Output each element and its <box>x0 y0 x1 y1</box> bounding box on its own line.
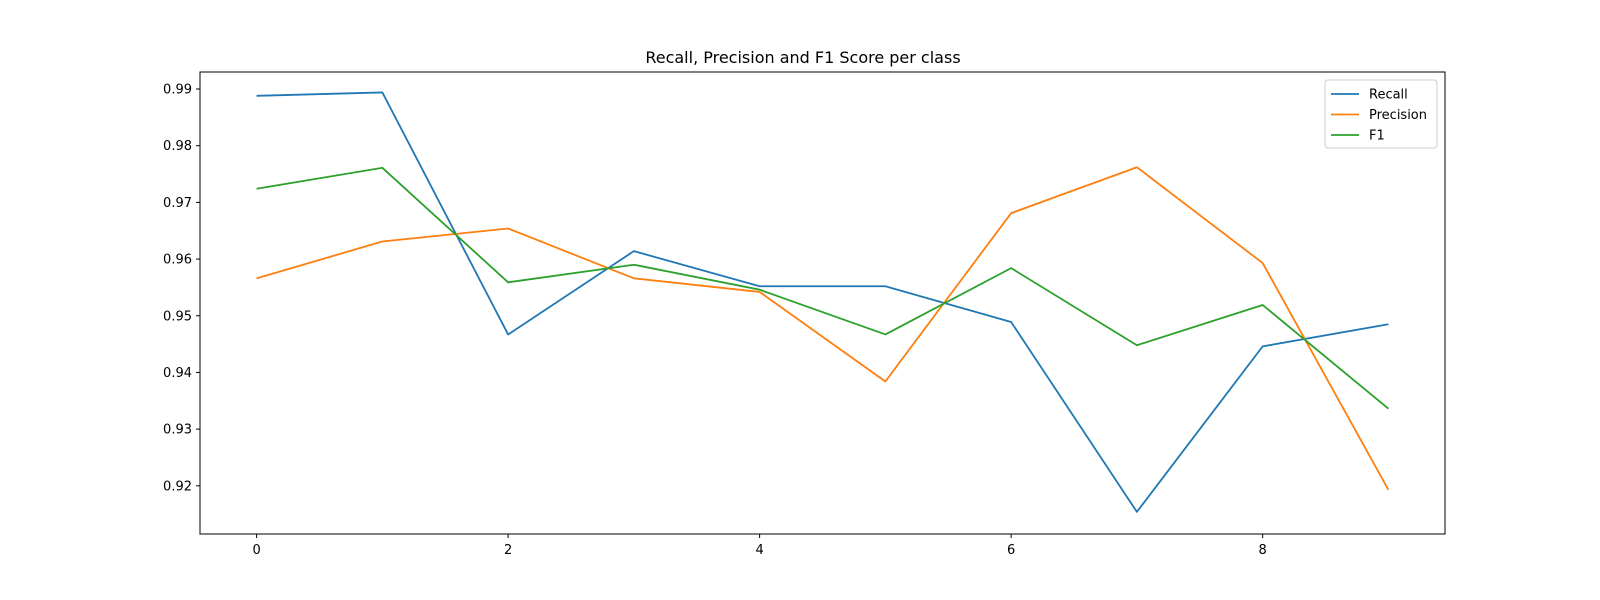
plot-area-frame <box>199 71 1446 535</box>
x-tick-label: 6 <box>1007 543 1015 558</box>
series-line-recall <box>256 91 1389 513</box>
y-tick-label: 0.93 <box>163 423 192 438</box>
x-axis: 0 2 4 6 8 <box>252 534 1267 558</box>
y-tick-label: 0.98 <box>163 139 192 154</box>
x-tick-label: 4 <box>755 543 763 558</box>
chart-title: Recall, Precision and F1 Score per class <box>645 48 960 67</box>
y-tick-label: 0.97 <box>163 196 192 211</box>
y-tick-label: 0.94 <box>163 366 192 381</box>
series-layer <box>256 91 1390 513</box>
y-axis: 0.92 0.93 0.94 0.95 0.96 0.97 0.98 0.99 <box>163 83 200 494</box>
y-tick-label: 0.96 <box>163 253 192 268</box>
y-tick-label: 0.99 <box>163 83 192 98</box>
y-tick-label: 0.92 <box>163 479 192 494</box>
legend-label-f1: F1 <box>1369 129 1385 144</box>
legend: Recall Precision F1 <box>1324 79 1438 149</box>
series-line-precision <box>256 166 1390 491</box>
series-line-f1 <box>256 166 1389 410</box>
y-tick-label: 0.95 <box>163 309 192 324</box>
x-tick-label: 0 <box>252 543 260 558</box>
legend-box <box>1324 79 1438 149</box>
x-tick-label: 2 <box>504 543 512 558</box>
legend-label-precision: Precision <box>1369 108 1427 123</box>
x-tick-label: 8 <box>1259 543 1267 558</box>
legend-label-recall: Recall <box>1369 88 1408 103</box>
